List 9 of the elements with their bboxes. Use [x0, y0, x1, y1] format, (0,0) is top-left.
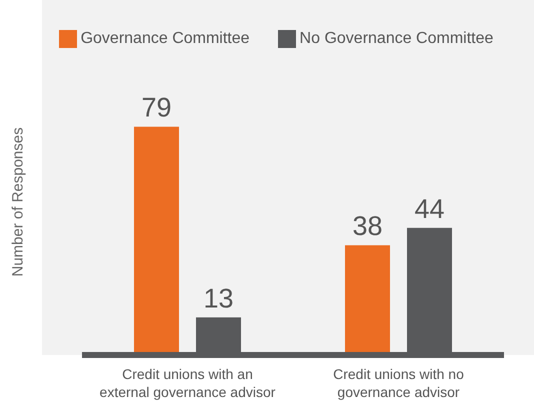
data-label: 38 — [352, 211, 383, 242]
data-label: 79 — [141, 92, 172, 123]
y-axis-title: Number of Responses — [9, 127, 26, 277]
x-tick-label: Credit unions with an external governance advisor — [100, 366, 276, 400]
legend-label: No Governance Committee — [300, 30, 494, 48]
data-label: 44 — [414, 194, 445, 224]
data-label: 13 — [203, 283, 234, 314]
legend-label: Governance Committee — [80, 30, 250, 48]
x-tick-label: Credit unions with no governance advisor — [333, 366, 464, 400]
